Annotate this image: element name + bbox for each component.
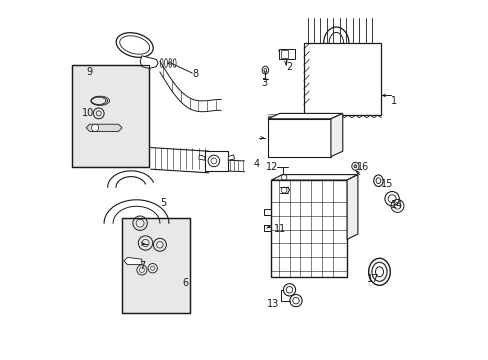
Text: 17: 17 [366, 274, 379, 284]
Circle shape [91, 124, 99, 131]
Text: 13: 13 [266, 299, 278, 309]
Text: 3: 3 [261, 78, 267, 88]
Bar [280, 50, 287, 58]
Text: 4: 4 [254, 159, 260, 169]
Text: 1: 1 [390, 96, 396, 106]
Text: 7: 7 [139, 261, 145, 271]
Text: 2: 2 [286, 62, 292, 72]
Text: 9: 9 [86, 67, 93, 77]
Polygon shape [303, 43, 381, 115]
Text: 12: 12 [266, 162, 278, 172]
Text: 8: 8 [192, 69, 199, 79]
Text: 6: 6 [182, 278, 188, 288]
Text: 14: 14 [390, 200, 403, 210]
Polygon shape [228, 155, 234, 160]
Bar [267, 119, 330, 157]
Text: 15: 15 [380, 179, 392, 189]
Polygon shape [330, 113, 342, 157]
Bar [271, 180, 346, 277]
Polygon shape [123, 257, 142, 265]
Bar [72, 65, 149, 167]
Polygon shape [86, 124, 122, 131]
Text: 5: 5 [160, 198, 166, 208]
Bar [122, 218, 190, 313]
Polygon shape [199, 155, 204, 160]
Bar [204, 151, 228, 171]
Bar [278, 49, 294, 59]
Polygon shape [140, 56, 158, 68]
Polygon shape [267, 113, 342, 119]
Bar [72, 65, 149, 167]
Polygon shape [271, 175, 357, 180]
Polygon shape [346, 175, 357, 239]
Text: 11: 11 [273, 224, 285, 234]
Bar [122, 218, 190, 313]
Text: 16: 16 [356, 162, 368, 172]
Ellipse shape [353, 165, 356, 168]
Text: 10: 10 [81, 108, 94, 118]
